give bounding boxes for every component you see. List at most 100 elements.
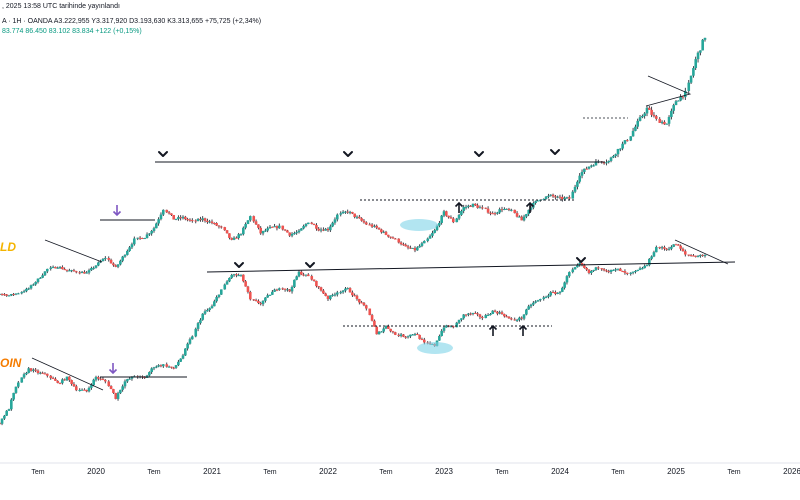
gold-candle xyxy=(261,231,265,234)
bitcoin-candle xyxy=(165,364,169,367)
bitcoin-candle xyxy=(0,418,4,424)
bitcoin-candle xyxy=(353,295,356,297)
gold-candle xyxy=(186,219,189,221)
bitcoin-candle xyxy=(522,314,526,319)
bitcoin-candle xyxy=(480,317,484,319)
gold-candle xyxy=(554,196,557,198)
bitcoin-low-highlight xyxy=(417,342,453,354)
gold-candle xyxy=(484,207,488,209)
bitcoin-candle xyxy=(547,295,550,297)
gold-candle xyxy=(667,116,671,124)
bitcoin-candle xyxy=(319,287,323,291)
gold-candle xyxy=(592,165,595,167)
gold-candle xyxy=(43,271,47,276)
bitcoin-candle xyxy=(22,374,26,378)
gold-candle xyxy=(246,220,250,225)
gold-candle xyxy=(275,226,279,229)
gold-candle xyxy=(500,209,504,211)
chevron-down-icon xyxy=(474,151,484,157)
gold-candle xyxy=(34,282,37,285)
bitcoin-candle xyxy=(389,328,392,332)
bitcoin-candle xyxy=(329,295,332,300)
gold-candle xyxy=(293,233,296,235)
gold-candle xyxy=(87,270,91,273)
gold-candle xyxy=(460,210,463,215)
bitcoin-candle xyxy=(703,254,707,256)
bitcoin-candle xyxy=(471,312,475,314)
gold-candle xyxy=(641,115,644,118)
bitcoin-candle xyxy=(16,382,20,387)
gold-candle xyxy=(29,285,33,289)
gold-candle xyxy=(177,217,180,219)
bitcoin-candle xyxy=(339,292,343,294)
gold-candle xyxy=(370,224,374,227)
gold-candle xyxy=(694,59,698,69)
gold-candle xyxy=(643,113,646,116)
bitcoin-candle xyxy=(451,326,455,328)
gold-candle xyxy=(268,226,272,229)
gold-candle xyxy=(58,266,62,268)
bitcoin-candle xyxy=(643,265,646,269)
bitcoin-candle xyxy=(27,368,31,373)
bitcoin-candle xyxy=(375,326,379,335)
gold-candle xyxy=(239,234,243,236)
bitcoin-candle xyxy=(393,332,397,335)
bitcoin-candle xyxy=(341,290,345,293)
bitcoin-candle xyxy=(7,409,11,411)
gold-candle xyxy=(172,214,176,220)
gold-candle xyxy=(103,258,107,260)
gold-candle xyxy=(576,181,579,187)
bitcoin-candle xyxy=(382,328,385,332)
x-tick-label: Tem xyxy=(147,469,160,476)
bitcoin-candle xyxy=(235,274,238,276)
gold-candle xyxy=(585,168,588,170)
gold-candle xyxy=(654,116,658,119)
bitcoin-candle xyxy=(184,348,187,356)
bitcoin-candle xyxy=(56,380,60,383)
gold-candle xyxy=(420,243,424,246)
bitcoin-candle xyxy=(302,274,305,276)
bitcoin-candle xyxy=(148,372,151,376)
bitcoin-candle xyxy=(619,268,622,272)
gold-candle xyxy=(335,214,339,220)
gold-candle xyxy=(377,227,381,230)
gold-candle xyxy=(435,225,439,231)
gold-candle xyxy=(145,234,149,239)
gold-candle xyxy=(123,254,127,257)
gold-candle xyxy=(190,220,194,222)
gold-candle xyxy=(333,219,337,223)
x-tick-label: 2026 xyxy=(783,467,800,476)
bitcoin-candle xyxy=(500,312,504,315)
gold-candle xyxy=(515,213,519,217)
gold-candle xyxy=(78,272,82,274)
gold-candle xyxy=(616,148,620,155)
x-tick-label: Tem xyxy=(379,469,392,476)
gold-candle xyxy=(607,160,611,163)
gold-candle xyxy=(206,220,209,223)
bitcoin-candle xyxy=(99,378,102,380)
chevron-down-icon xyxy=(343,151,353,157)
bitcoin-candle xyxy=(474,312,477,314)
gold-candle xyxy=(346,211,350,213)
gold-candle xyxy=(605,162,608,164)
bitcoin-candle xyxy=(652,252,656,257)
gold-candle xyxy=(518,216,521,218)
bitcoin-candle xyxy=(61,379,64,384)
bitcoin-candle xyxy=(645,265,649,267)
gold-candle xyxy=(0,293,2,295)
gold-candle xyxy=(72,270,76,272)
chevron-down-icon xyxy=(550,149,560,155)
gold-ohlc-line: A · 1H · OANDA A3.222,955 Y3.317,920 D3.… xyxy=(2,18,262,25)
bitcoin-candle xyxy=(58,382,62,384)
bitcoin-candle xyxy=(54,378,57,381)
gold-candle xyxy=(116,264,120,267)
bitcoin-candle xyxy=(109,386,113,390)
bitcoin-candle xyxy=(701,254,704,256)
bitcoin-candle xyxy=(561,287,564,292)
gold-candle xyxy=(97,262,100,266)
bitcoin-candle xyxy=(440,330,443,337)
gold-candle xyxy=(677,100,680,102)
gold-candle xyxy=(155,223,158,229)
bitcoin-candle xyxy=(536,300,540,302)
